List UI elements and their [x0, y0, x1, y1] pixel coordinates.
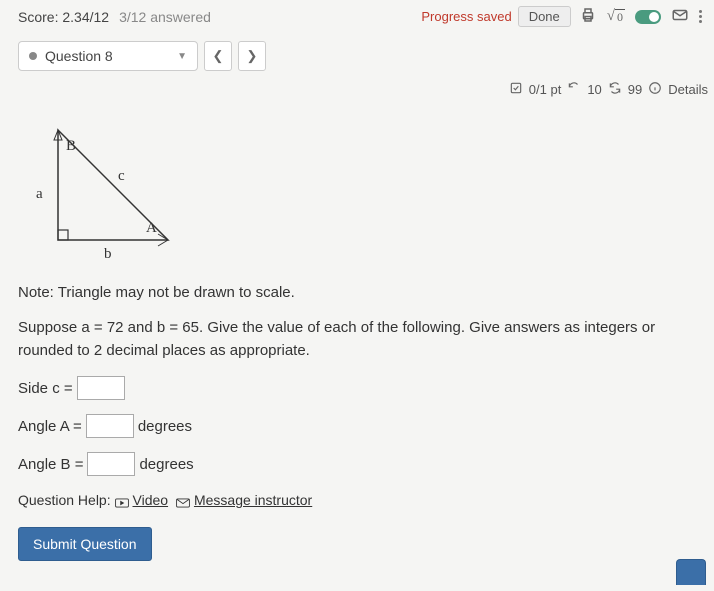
- angle-b-unit: degrees: [139, 456, 193, 473]
- mail-icon[interactable]: [671, 6, 689, 27]
- status-dot-icon: [29, 52, 37, 60]
- more-icon[interactable]: [699, 10, 702, 23]
- side-c-field-label: Side c =: [18, 380, 73, 397]
- toggle-switch[interactable]: [635, 10, 661, 24]
- progress-saved-text: Progress saved: [421, 9, 511, 24]
- submit-question-button[interactable]: Submit Question: [18, 527, 152, 561]
- answered-text: 3/12 answered: [119, 9, 211, 25]
- angle-b-input[interactable]: [87, 452, 135, 476]
- chevron-down-icon: ▼: [177, 51, 187, 62]
- print-icon[interactable]: [579, 6, 597, 27]
- prev-question-button[interactable]: ❮: [204, 41, 232, 71]
- side-b-label: b: [104, 246, 112, 263]
- angle-a-input[interactable]: [86, 414, 134, 438]
- info-icon: [648, 81, 662, 98]
- scale-note: Note: Triangle may not be drawn to scale…: [18, 284, 696, 301]
- vertex-a-label: A: [146, 220, 157, 237]
- score-text: Score: 2.34/12: [18, 9, 109, 25]
- done-button[interactable]: Done: [518, 6, 571, 27]
- points-text: 0/1 pt: [529, 82, 562, 97]
- help-label: Question Help:: [18, 492, 111, 508]
- angle-a-unit: degrees: [138, 418, 192, 435]
- next-question-button[interactable]: ❯: [238, 41, 266, 71]
- calculator-icon[interactable]: √0: [607, 8, 625, 25]
- message-icon: [176, 493, 190, 509]
- angle-b-field-label: Angle B =: [18, 456, 83, 473]
- retry-icon: [567, 81, 581, 98]
- side-c-label: c: [118, 168, 125, 185]
- side-a-label: a: [36, 186, 43, 203]
- question-prompt: Suppose a = 72 and b = 65. Give the valu…: [18, 317, 696, 362]
- chat-widget-icon[interactable]: [676, 559, 706, 585]
- question-label: Question 8: [45, 48, 113, 64]
- question-selector[interactable]: Question 8 ▼: [18, 41, 198, 71]
- message-instructor-link[interactable]: Message instructor: [194, 492, 312, 508]
- video-icon: [115, 493, 129, 509]
- details-link[interactable]: Details: [668, 82, 708, 97]
- video-link[interactable]: Video: [133, 492, 169, 508]
- side-c-input[interactable]: [77, 376, 125, 400]
- refresh-icon: [608, 81, 622, 98]
- attempts-remaining: 10: [587, 82, 601, 97]
- vertex-b-label: B: [66, 138, 76, 155]
- attempts-total: 99: [628, 82, 642, 97]
- checkbox-icon: [509, 81, 523, 98]
- triangle-figure: B A a b c: [38, 120, 198, 270]
- angle-a-field-label: Angle A =: [18, 418, 82, 435]
